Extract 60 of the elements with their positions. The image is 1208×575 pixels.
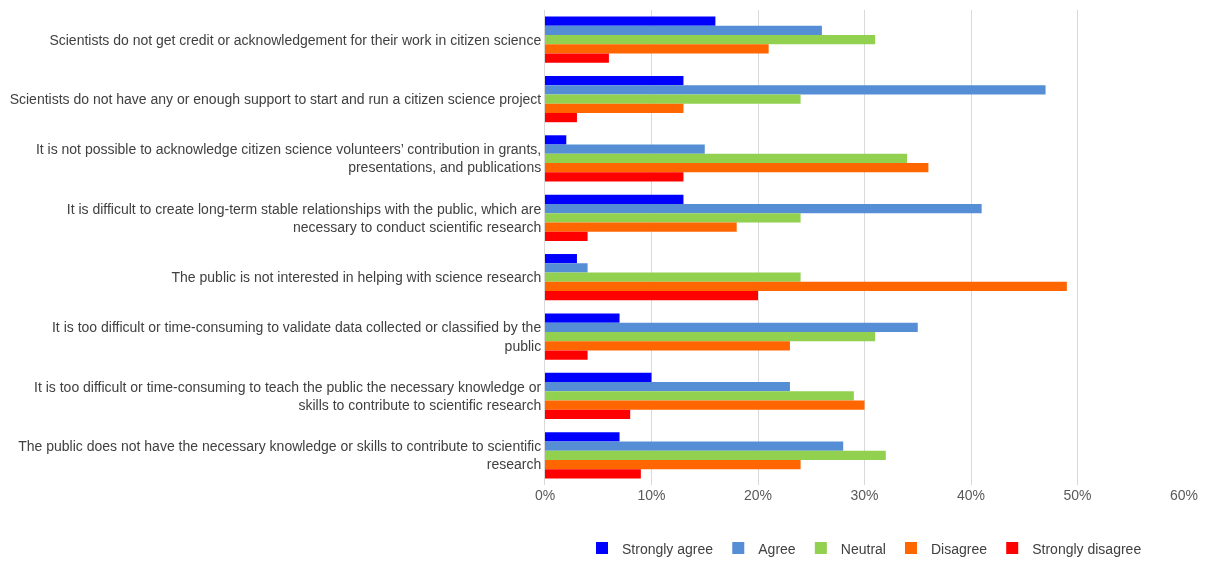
bar xyxy=(545,391,854,401)
bar xyxy=(545,291,758,301)
y-tick-label: It is too difficult or time-consuming to teach the public the necessary knowledge or skills to contribute to scientific research xyxy=(34,378,542,413)
bar xyxy=(545,222,737,232)
x-tick-label: 40% xyxy=(956,487,986,503)
bar xyxy=(545,322,918,332)
y-tick-label: Scientists do not have any or enough support to start and run a citizen science project xyxy=(9,90,542,107)
bar xyxy=(545,172,684,182)
bar xyxy=(545,313,620,323)
bar xyxy=(545,441,844,451)
bar xyxy=(545,163,929,173)
x-tick-label: 30% xyxy=(850,487,879,503)
legend-label: Strongly disagree xyxy=(1032,540,1142,557)
bar xyxy=(545,254,577,264)
x-tick-label: 50% xyxy=(1063,487,1092,503)
bar xyxy=(545,400,865,410)
bar xyxy=(545,25,822,36)
bar xyxy=(545,112,577,123)
bar xyxy=(545,75,684,86)
legend-label: Neutral xyxy=(840,540,886,557)
bar xyxy=(545,469,641,479)
y-tick-label: It is difficult to create long-term stable relationships with the public, which are necessary to conduct scientific research xyxy=(66,200,542,235)
legend-label: Agree xyxy=(758,540,796,557)
bar xyxy=(545,103,684,113)
legend-label: Disagree xyxy=(930,540,988,557)
bar xyxy=(545,44,769,54)
bar xyxy=(545,281,1067,292)
bar xyxy=(545,331,876,342)
bar xyxy=(545,272,801,282)
bar xyxy=(545,35,876,45)
bar xyxy=(545,350,588,360)
bar xyxy=(545,263,588,273)
y-tick-label: The public does not have the necessary knowledge or skills to contribute to scientific research xyxy=(18,438,542,473)
bar xyxy=(545,372,652,383)
bar xyxy=(545,213,801,223)
bar xyxy=(545,409,631,420)
legend-label: Strongly agree xyxy=(622,540,714,557)
y-tick-label: Scientists do not get credit or acknowledgement for their work in citizen science xyxy=(49,31,542,48)
x-tick-label: 20% xyxy=(743,487,773,503)
bar xyxy=(545,432,620,442)
x-tick-label: 60% xyxy=(1169,487,1199,503)
y-tick-label: It is not possible to acknowledge citizen science volunteers’ contribution in grants, presentations, and publications xyxy=(35,141,542,176)
bar xyxy=(545,53,609,63)
bar xyxy=(545,16,716,26)
y-tick-label: The public is not interested in helping with science research xyxy=(171,269,542,286)
bar xyxy=(545,153,908,164)
bar xyxy=(545,194,684,204)
bar xyxy=(545,94,801,104)
bar xyxy=(545,85,1046,95)
x-tick-label: 10% xyxy=(637,487,666,503)
bar xyxy=(545,382,790,392)
bar xyxy=(545,341,790,351)
bar xyxy=(545,203,982,214)
bar xyxy=(545,135,567,145)
y-tick-label: It is too difficult or time-consuming to validate data collected or classified by the public xyxy=(51,319,542,354)
bar xyxy=(545,450,886,460)
bar xyxy=(545,231,588,241)
x-tick-label: 0% xyxy=(534,487,556,503)
bar xyxy=(545,459,801,470)
bar xyxy=(545,144,705,154)
